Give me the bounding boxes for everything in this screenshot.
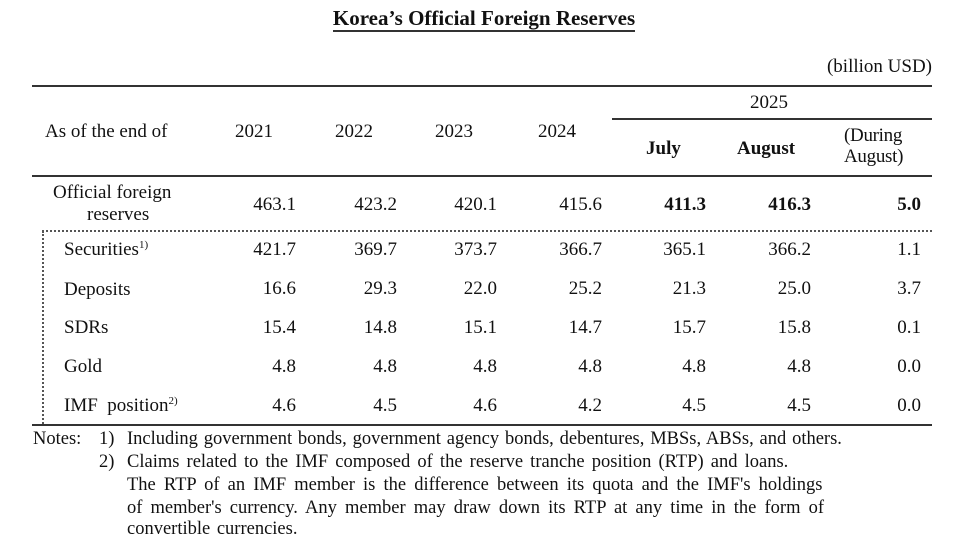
header-bottom-rule	[32, 175, 932, 177]
cell-2023: 420.1	[454, 194, 497, 215]
cell-august: 4.8	[787, 356, 811, 377]
header-month-august: August	[737, 138, 796, 159]
cell-2024: 14.7	[568, 317, 602, 338]
cell-2022: 29.3	[363, 278, 397, 299]
cell-august: 366.2	[768, 239, 811, 260]
table-top-rule	[32, 85, 932, 87]
header-year-2022: 2022	[335, 121, 373, 142]
note-1-text: Including government bonds, government a…	[127, 429, 842, 449]
cell-2022: 4.5	[373, 395, 397, 416]
cell-2021: 421.7	[253, 239, 296, 260]
header-year-2024: 2024	[538, 121, 576, 142]
cell-2022: 4.8	[373, 356, 397, 377]
cell-july: 21.3	[672, 278, 706, 299]
cell-change: 1.1	[897, 239, 921, 260]
cell-2024: 25.2	[568, 278, 602, 299]
cell-change: 5.0	[897, 194, 921, 215]
cell-2023: 4.8	[473, 356, 497, 377]
cell-august: 25.0	[777, 278, 811, 299]
footnote-ref: 2)	[168, 395, 178, 407]
cell-august: 4.5	[787, 395, 811, 416]
cell-august: 416.3	[768, 194, 811, 215]
table-bottom-rule	[32, 424, 932, 426]
group-2025-rule	[612, 118, 932, 120]
row-label-line1: Official foreign	[53, 182, 172, 203]
cell-2022: 369.7	[354, 239, 397, 260]
cell-2024: 366.7	[559, 239, 602, 260]
row-label: SDRs	[64, 317, 109, 338]
note-1-number: 1)	[99, 429, 115, 449]
cell-2023: 22.0	[463, 278, 497, 299]
cell-august: 15.8	[777, 317, 811, 338]
unit-label: (billion USD)	[826, 56, 932, 77]
cell-change: 3.7	[897, 278, 921, 299]
cell-2022: 423.2	[354, 194, 397, 215]
row-label-line2: reserves	[87, 204, 150, 225]
note-2-line4: convertible currencies.	[127, 519, 298, 539]
row-label: IMF position2)	[64, 395, 178, 417]
cell-july: 4.5	[682, 395, 706, 416]
components-left-border	[42, 231, 44, 424]
cell-change: 0.0	[897, 395, 921, 416]
cell-july: 411.3	[664, 194, 706, 215]
row-label-text: IMF position	[64, 395, 169, 416]
note-2-number: 2)	[99, 452, 115, 472]
cell-july: 365.1	[663, 239, 706, 260]
header-year-2021: 2021	[235, 121, 273, 142]
cell-2023: 373.7	[454, 239, 497, 260]
note-2-line1: Claims related to the IMF composed of th…	[127, 452, 789, 472]
header-month-july: July	[646, 138, 681, 159]
row-label: Gold	[64, 356, 102, 377]
note-2-line2: The RTP of an IMF member is the differen…	[127, 475, 823, 495]
cell-2021: 463.1	[253, 194, 296, 215]
cell-2024: 4.2	[578, 395, 602, 416]
cell-2021: 4.6	[272, 395, 296, 416]
row-label: Securities1)	[64, 239, 148, 261]
cell-2023: 15.1	[463, 317, 497, 338]
footnote-ref: 1)	[138, 239, 149, 251]
cell-2021: 16.6	[262, 278, 296, 299]
cell-change: 0.1	[897, 317, 921, 338]
row-label-text: Securities	[64, 239, 139, 260]
row-label: Deposits	[64, 279, 131, 300]
cell-2022: 14.8	[363, 317, 397, 338]
cell-2023: 4.6	[473, 395, 497, 416]
total-row-divider	[42, 230, 932, 232]
page-title: Korea’s Official Foreign Reserves	[0, 6, 968, 32]
page-title-text: Korea’s Official Foreign Reserves	[332, 6, 636, 32]
note-2-line3: of member's currency. Any member may dra…	[127, 498, 824, 518]
cell-2024: 415.6	[559, 194, 602, 215]
cell-change: 0.0	[897, 356, 921, 377]
cell-2024: 4.8	[578, 356, 602, 377]
header-year-2023: 2023	[435, 121, 473, 142]
notes-prefix: Notes:	[33, 429, 82, 449]
cell-2021: 15.4	[262, 317, 296, 338]
header-group-year-2025: 2025	[750, 92, 788, 113]
header-change-line2: August)	[844, 146, 904, 167]
cell-july: 4.8	[682, 356, 706, 377]
header-change-line1: (During	[844, 125, 903, 146]
cell-2021: 4.8	[272, 356, 296, 377]
cell-july: 15.7	[672, 317, 706, 338]
header-row-label: As of the end of	[45, 121, 168, 142]
